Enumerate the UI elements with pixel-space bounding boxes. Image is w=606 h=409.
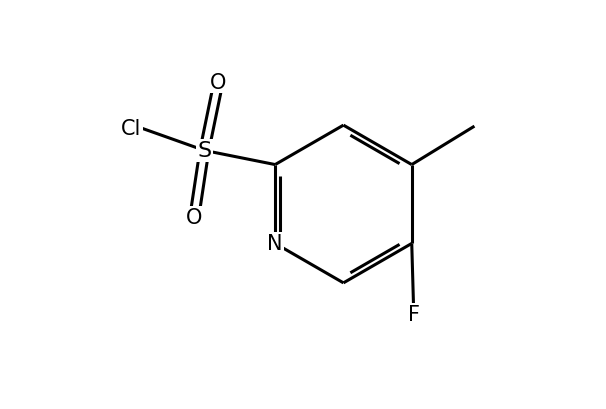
Text: O: O [210, 72, 227, 92]
Text: N: N [267, 234, 283, 254]
Text: F: F [408, 304, 420, 324]
Text: S: S [198, 141, 211, 161]
Text: O: O [186, 208, 202, 227]
Text: Cl: Cl [121, 119, 142, 139]
